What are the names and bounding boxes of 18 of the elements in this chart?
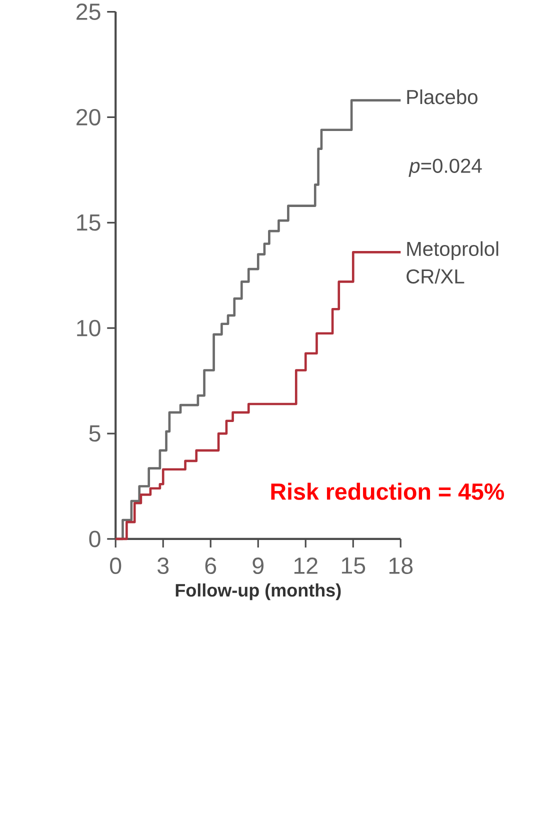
x-tick-label: 18 (390, 558, 413, 574)
annotation: Risk reduction = 45% (271, 482, 504, 500)
series-label: Metoprolol CR/XL (406, 241, 498, 284)
x-tick-label: 6 (206, 558, 216, 574)
x-tick-label: 12 (294, 558, 318, 574)
y-tick-label: 25 (76, 4, 100, 20)
y-tick-label: 20 (76, 108, 101, 126)
y-tick-label: 10 (77, 320, 101, 336)
x-tick-label: 3 (158, 558, 169, 574)
text: p=0.024 (408, 158, 482, 177)
y-tick-label: 15 (77, 214, 100, 231)
series-label: Placebo (407, 89, 478, 104)
x-tick-label: 9 (252, 558, 264, 574)
x-tick-label: 0 (110, 558, 122, 574)
x-axis-title: Follow-up (months) (176, 583, 341, 600)
y-tick-label: 0 (89, 530, 101, 548)
y-tick-label: 5 (89, 425, 100, 442)
x-tick-label: 15 (342, 558, 366, 574)
